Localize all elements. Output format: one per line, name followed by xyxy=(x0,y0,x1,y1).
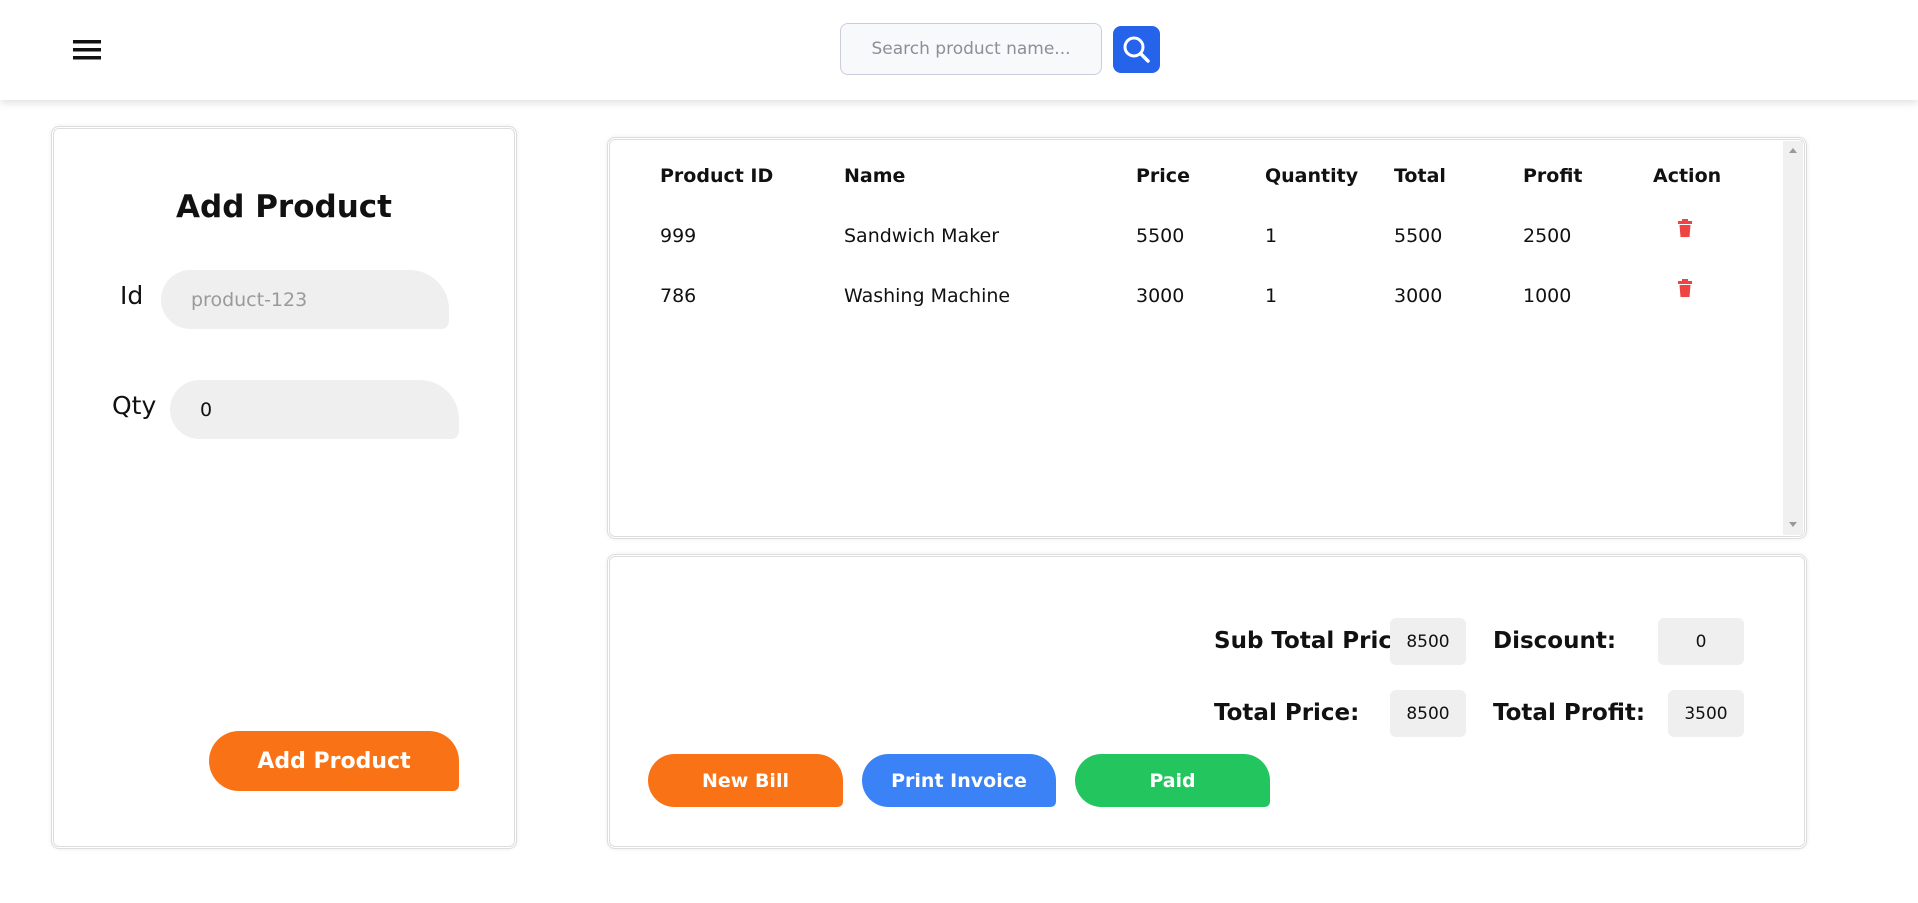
header: Search product name... xyxy=(0,0,1918,100)
card-title: Add Product xyxy=(176,189,392,225)
table-cell: 999 xyxy=(660,225,697,247)
product-table: Product ID Name Price Quantity Total Profit Ac… xyxy=(607,137,1807,539)
total-value: 8500 xyxy=(1390,690,1466,737)
id-input[interactable]: product-123 xyxy=(161,270,449,329)
table-cell: 786 xyxy=(660,285,697,307)
table-cell: Washing Machine xyxy=(844,285,1011,307)
column-header: Profit xyxy=(1523,165,1583,187)
discount-value[interactable]: 0 xyxy=(1658,618,1744,665)
search-icon xyxy=(1123,36,1150,63)
new-bill-button[interactable]: New Bill xyxy=(648,754,843,807)
paid-button[interactable]: Paid xyxy=(1075,754,1270,807)
search-button[interactable] xyxy=(1113,26,1160,73)
table-cell: 1 xyxy=(1265,225,1278,247)
delete-button[interactable] xyxy=(1677,279,1693,301)
trash-icon xyxy=(1678,279,1692,297)
scrollbar[interactable] xyxy=(1783,141,1803,535)
table-cell: 5500 xyxy=(1136,225,1185,247)
profit-value: 3500 xyxy=(1668,690,1744,737)
table-cell: 1000 xyxy=(1523,285,1572,307)
total-label: Total Price: xyxy=(1214,700,1360,726)
print-invoice-button[interactable]: Print Invoice xyxy=(862,754,1056,807)
discount-label: Discount: xyxy=(1493,628,1617,654)
column-header: Total xyxy=(1394,165,1446,187)
menu-icon[interactable] xyxy=(73,38,103,62)
column-header: Product ID xyxy=(660,165,774,187)
field-label: Qty xyxy=(112,391,157,420)
scroll-arrows xyxy=(1789,148,1797,527)
field-label: Id xyxy=(120,281,144,310)
sub-total-value: 8500 xyxy=(1390,618,1466,665)
search-input[interactable]: Search product name... xyxy=(840,23,1102,75)
table-cell: 2500 xyxy=(1523,225,1572,247)
column-header: Name xyxy=(844,165,906,187)
column-header: Quantity xyxy=(1265,165,1359,187)
add-product-card: Add Product Id product-123 Qty 0 Add Pro… xyxy=(51,126,517,849)
profit-label: Total Profit: xyxy=(1493,700,1646,726)
table-cell: 1 xyxy=(1265,285,1278,307)
qty-input[interactable]: 0 xyxy=(170,380,459,439)
add-product-button[interactable]: Add Product xyxy=(209,731,459,791)
trash-icon xyxy=(1678,219,1692,237)
table-cell: 5500 xyxy=(1394,225,1443,247)
column-header: Action xyxy=(1653,165,1722,187)
delete-button[interactable] xyxy=(1677,219,1693,241)
table-cell: 3000 xyxy=(1136,285,1185,307)
summary-card: Sub Total Price: 8500 Discount: 0 Total … xyxy=(607,554,1807,849)
sub-total-label: Sub Total Price: xyxy=(1214,628,1417,654)
table-cell: Sandwich Maker xyxy=(844,225,1000,247)
table-cell: 3000 xyxy=(1394,285,1443,307)
column-header: Price xyxy=(1136,165,1190,187)
